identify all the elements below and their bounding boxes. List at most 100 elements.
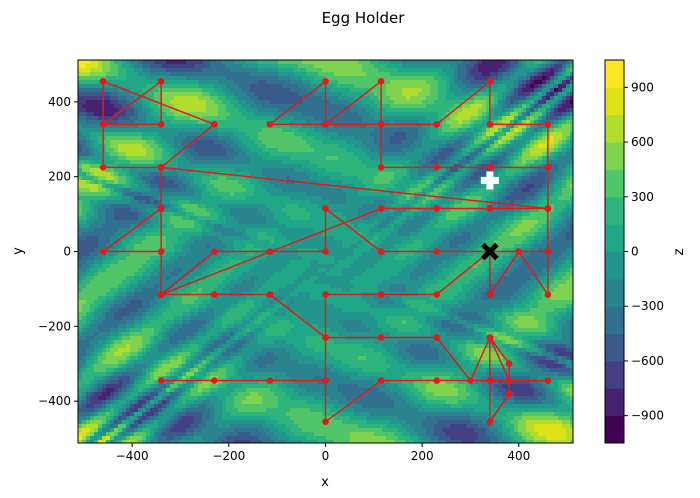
colorbar-tick-label: −900 xyxy=(631,409,664,423)
colorbar-band xyxy=(605,196,624,225)
y-tick-label: 200 xyxy=(48,170,71,184)
path-point xyxy=(433,205,440,212)
colorbar-band xyxy=(605,306,624,335)
y-tick-label: −400 xyxy=(38,394,71,408)
path-point xyxy=(322,291,329,298)
colorbar-band xyxy=(605,114,624,143)
path-point xyxy=(467,377,474,384)
colorbar-band xyxy=(605,224,624,252)
path-point xyxy=(211,121,218,128)
best-found-marker xyxy=(480,171,499,190)
path-point xyxy=(486,78,494,85)
path-point xyxy=(266,291,274,298)
x-tick-label: 400 xyxy=(507,449,530,463)
x-tick-label: −400 xyxy=(116,449,149,463)
path-point xyxy=(515,248,523,255)
path-point xyxy=(486,121,494,128)
colorbar-band xyxy=(605,360,624,389)
path-point xyxy=(322,121,329,128)
markers-layer xyxy=(480,171,499,261)
colorbar-band xyxy=(605,388,624,417)
path-point xyxy=(505,390,513,397)
path-point xyxy=(266,377,274,384)
path-point xyxy=(99,121,107,128)
path-point xyxy=(157,164,165,171)
y-tick-label: 400 xyxy=(48,95,71,109)
path-point xyxy=(433,121,440,128)
x-tick-label: 200 xyxy=(411,449,434,463)
path-point xyxy=(211,291,218,298)
path-point xyxy=(157,377,165,384)
colorbar-tick-label: 0 xyxy=(631,245,639,259)
colorbar-ticks: −900 −600 −300 0 300 600 900 xyxy=(624,80,664,423)
global-minimum-marker xyxy=(481,242,499,261)
path-point xyxy=(544,205,552,212)
colorbar-tick-label: 600 xyxy=(631,135,654,149)
path-point xyxy=(377,78,385,85)
path-point xyxy=(157,248,165,255)
x-axis-ticks: −400 −200 0 200 400 xyxy=(116,443,530,463)
colorbar-band xyxy=(605,251,624,280)
path-point xyxy=(486,418,494,425)
path-point xyxy=(544,291,552,298)
colorbar-tick-label: 900 xyxy=(631,80,654,94)
colorbar-band xyxy=(605,142,624,170)
chart-title: Egg Holder xyxy=(322,9,406,27)
path-point xyxy=(544,248,552,255)
path-point xyxy=(486,291,494,298)
path-point xyxy=(157,121,165,128)
path-point xyxy=(157,205,165,212)
colorbar-band xyxy=(605,87,624,116)
x-tick-label: 0 xyxy=(322,449,330,463)
colorbar-tick-label: 300 xyxy=(631,190,654,204)
path-point xyxy=(433,377,440,384)
colorbar-band xyxy=(605,415,624,444)
path-point xyxy=(377,291,385,298)
colorbar-band xyxy=(605,60,624,88)
path-point xyxy=(433,164,440,171)
path-point xyxy=(486,205,494,212)
x-tick-label: −200 xyxy=(212,449,245,463)
path-point xyxy=(505,360,513,368)
path-point xyxy=(266,248,274,255)
colorbar-tick-label: −600 xyxy=(631,354,664,368)
path-point xyxy=(322,205,329,212)
search-path xyxy=(99,78,552,425)
path-point xyxy=(377,164,385,171)
path-point xyxy=(377,334,385,341)
path-point xyxy=(486,377,494,384)
colorbar-band xyxy=(605,333,624,362)
y-tick-label: 0 xyxy=(63,245,71,259)
path-point xyxy=(99,78,107,85)
path-point xyxy=(211,248,218,255)
path-point xyxy=(544,377,552,384)
path-point xyxy=(486,164,494,171)
colorbar xyxy=(604,59,625,444)
path-point xyxy=(377,121,385,128)
path-point xyxy=(377,205,385,212)
path-point xyxy=(505,377,513,384)
path-point xyxy=(322,248,329,255)
path-point xyxy=(266,121,274,128)
path-point xyxy=(377,248,385,255)
path-point xyxy=(322,78,329,85)
y-tick-label: −200 xyxy=(38,319,71,333)
x-axis-label: x xyxy=(321,475,329,490)
path-point xyxy=(157,291,165,298)
path-point xyxy=(544,121,552,128)
path-point xyxy=(99,248,107,255)
path-point xyxy=(322,377,329,384)
path-point xyxy=(157,78,165,85)
y-axis-ticks: −400 −200 0 200 400 xyxy=(38,95,78,408)
path-point xyxy=(322,418,329,425)
path-point xyxy=(377,377,385,384)
path-point xyxy=(544,164,552,171)
path-point xyxy=(433,334,440,341)
path-point xyxy=(99,164,107,171)
path-point xyxy=(322,334,329,341)
y-axis-label: y xyxy=(11,247,26,255)
path-point xyxy=(486,334,494,341)
path-point xyxy=(433,291,440,298)
path-point xyxy=(211,377,218,384)
